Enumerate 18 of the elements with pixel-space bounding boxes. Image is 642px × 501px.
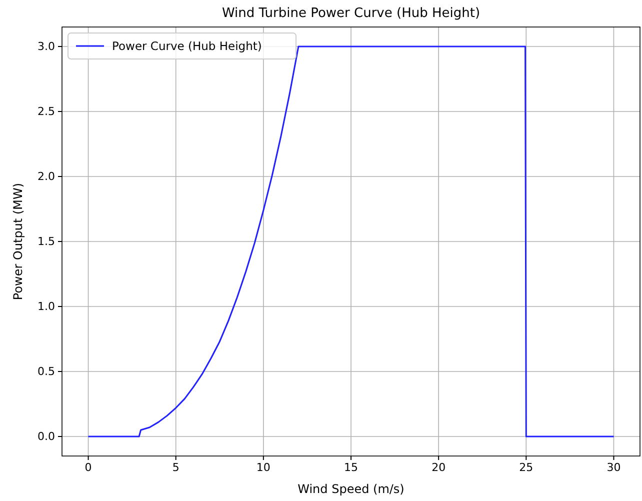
y-tick-label: 0.5 bbox=[38, 365, 55, 378]
chart-title: Wind Turbine Power Curve (Hub Height) bbox=[222, 6, 480, 21]
y-tick-label: 2.5 bbox=[38, 105, 55, 118]
x-tick-label: 5 bbox=[172, 460, 180, 474]
x-tick-label: 25 bbox=[519, 460, 534, 474]
y-tick-label: 0.0 bbox=[38, 430, 55, 444]
legend-label: Power Curve (Hub Height) bbox=[112, 39, 262, 53]
x-tick-label: 15 bbox=[344, 460, 358, 474]
y-tick-label: 1.5 bbox=[38, 235, 55, 248]
y-tick-label: 3.0 bbox=[38, 40, 55, 54]
x-axis-title: Wind Speed (m/s) bbox=[298, 482, 404, 496]
x-tick-label: 0 bbox=[84, 460, 92, 474]
y-tick-label: 2.0 bbox=[38, 170, 55, 184]
y-axis-title: Power Output (MW) bbox=[11, 182, 25, 300]
x-tick-label: 30 bbox=[606, 460, 621, 474]
x-tick-label: 10 bbox=[256, 460, 270, 474]
x-tick-label: 20 bbox=[432, 460, 446, 474]
y-tick-label: 1.0 bbox=[38, 300, 55, 314]
